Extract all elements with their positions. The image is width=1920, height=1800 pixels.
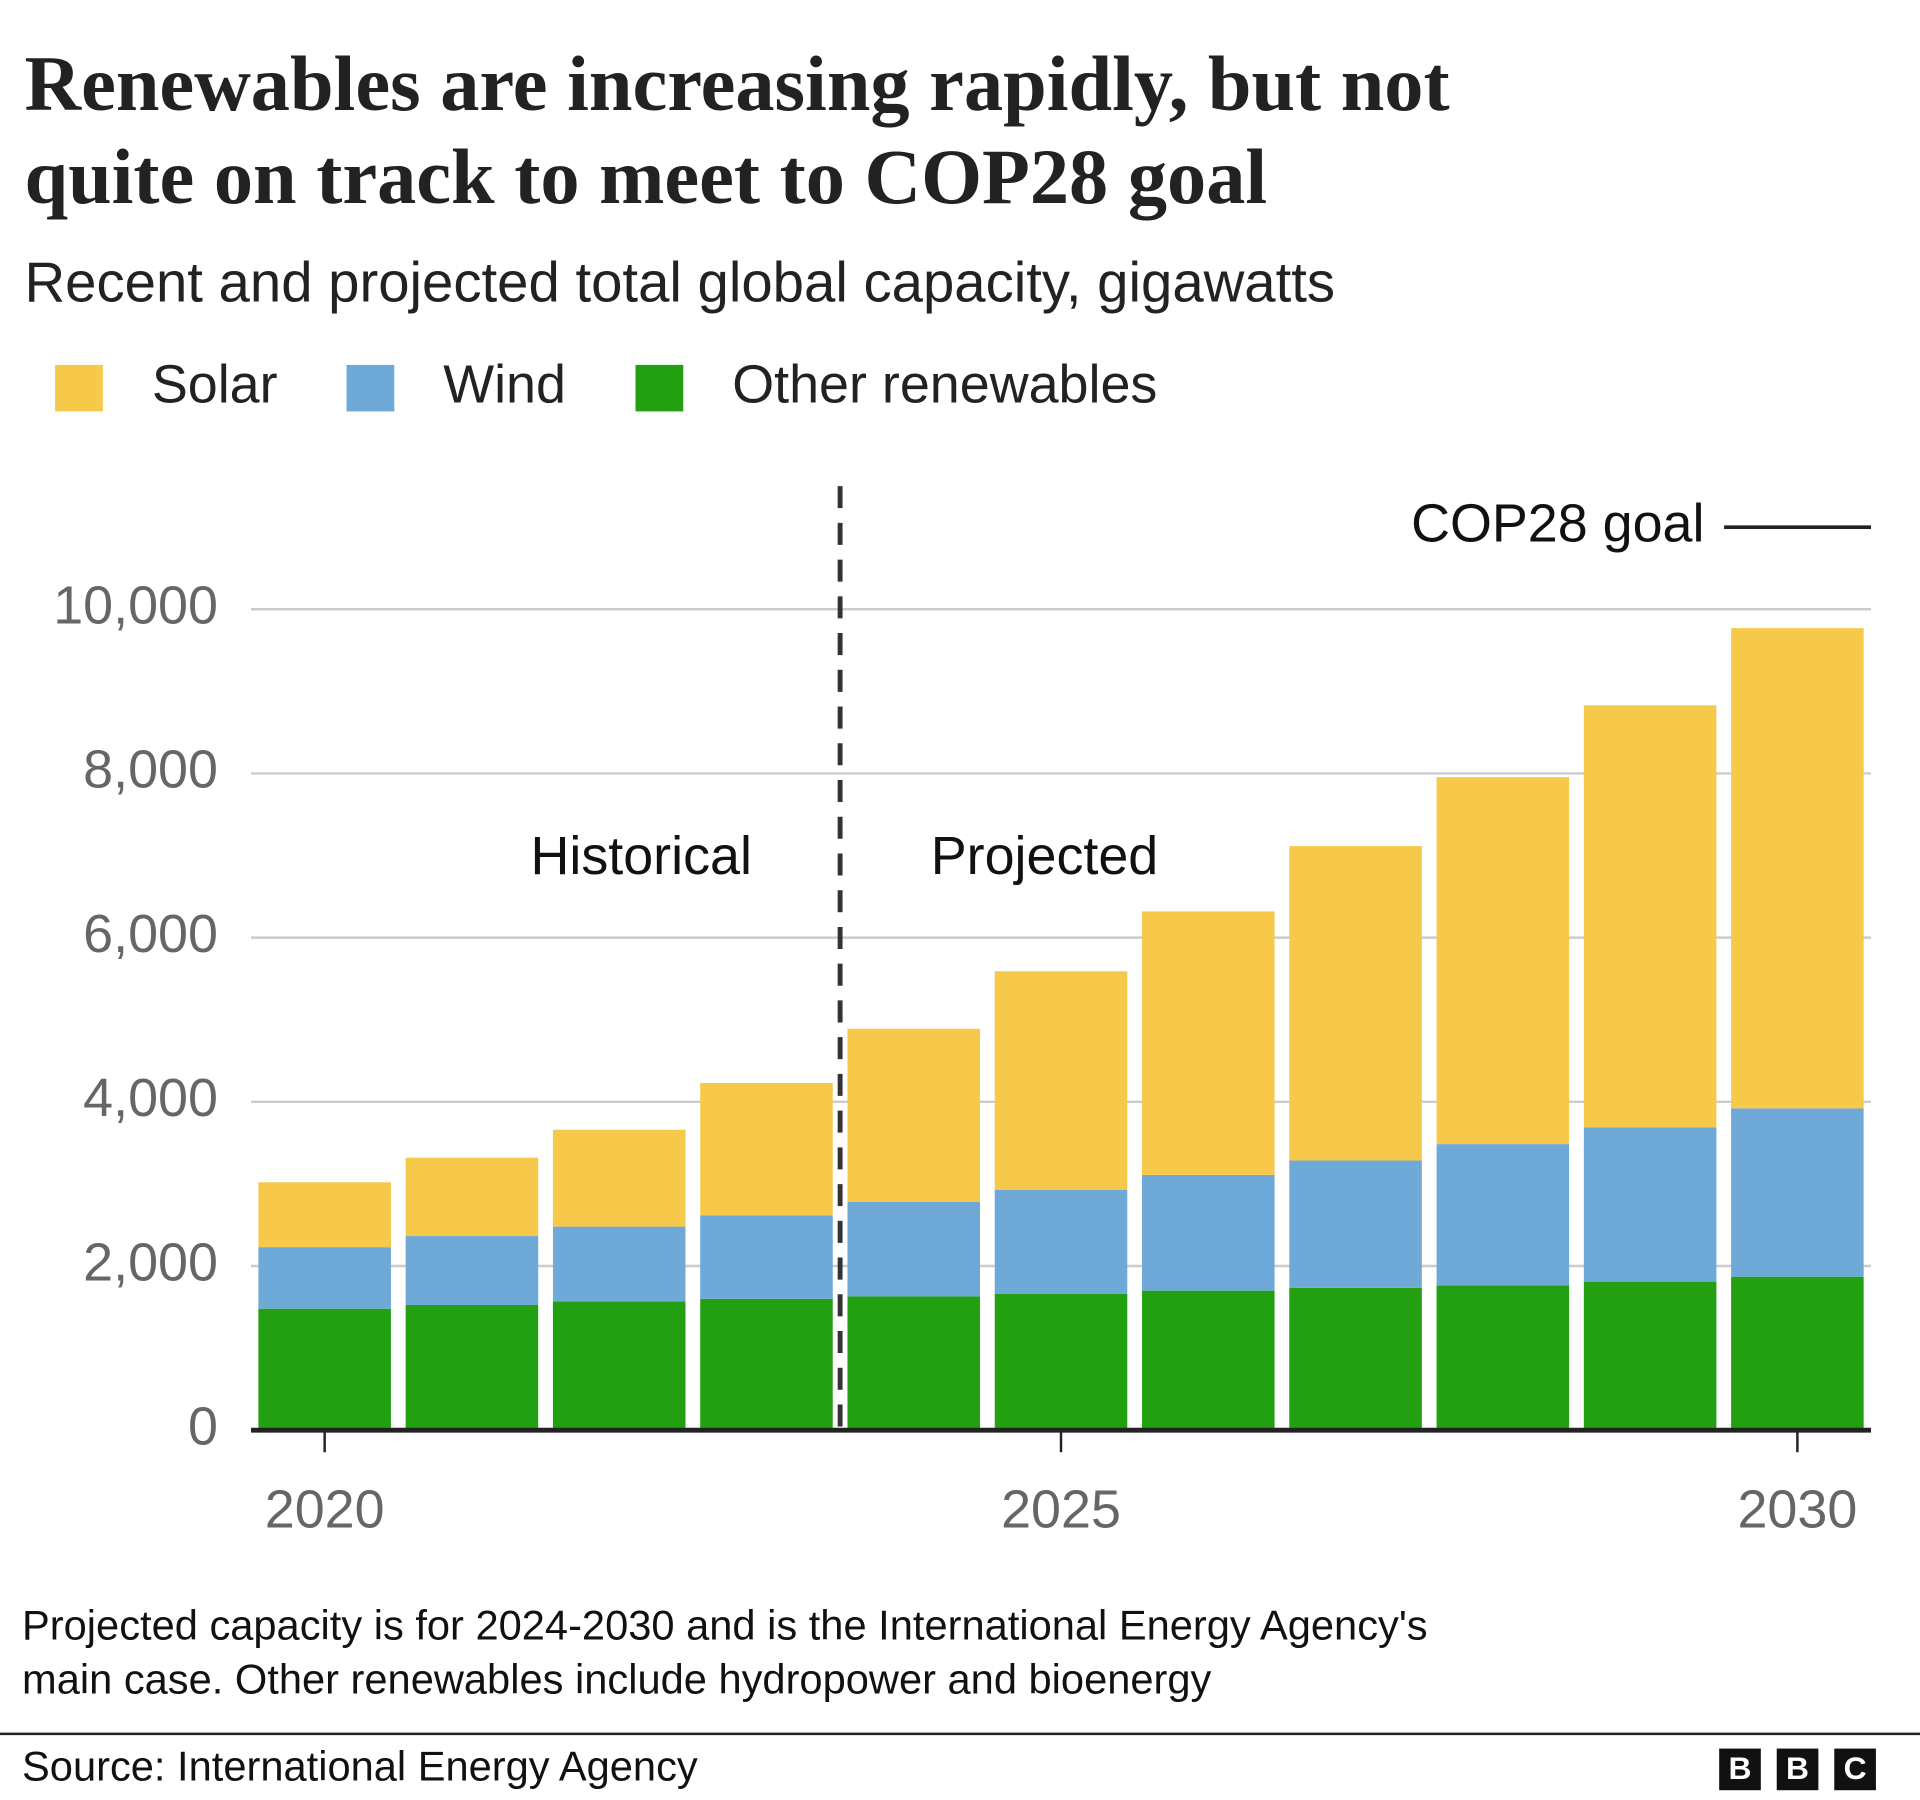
footnote: Projected capacity is for 2024-2030 and …: [22, 1602, 1428, 1649]
logo-box: [1834, 1748, 1876, 1791]
bar-segment: [1289, 1287, 1422, 1431]
bar-segment: [405, 1305, 539, 1431]
logo-letter: B: [1728, 1750, 1751, 1786]
bar-segment: [405, 1236, 539, 1306]
bar-segment: [1142, 1290, 1275, 1431]
bar-segment: [1436, 1285, 1570, 1431]
bar-segment: [552, 1301, 686, 1431]
bar-segment: [1731, 1276, 1864, 1431]
y-tick-label: 10,000: [53, 575, 218, 635]
bar-segment: [847, 1028, 981, 1202]
bar-segment: [552, 1129, 686, 1227]
legend-label: Other renewables: [732, 354, 1157, 414]
bar-segment: [1436, 777, 1570, 1145]
legend-swatch: [55, 364, 103, 412]
x-tick-label: 2030: [1737, 1480, 1857, 1540]
bar-segment: [1583, 705, 1717, 1128]
annotation: Projected: [931, 826, 1159, 886]
bar-segment: [1731, 1108, 1864, 1277]
bar-segment: [847, 1201, 981, 1297]
bar-segment: [1731, 628, 1864, 1109]
legend-label: Solar: [152, 354, 278, 414]
logo-letter: C: [1844, 1750, 1867, 1786]
bar-segment: [258, 1308, 391, 1431]
legend-swatch: [635, 364, 684, 412]
chart-title: quite on track to meet to COP28 goal: [24, 133, 1267, 220]
legend-swatch: [346, 364, 395, 412]
bar-segment: [1289, 1160, 1422, 1288]
bar-segment: [1142, 911, 1275, 1175]
logo-letter: B: [1786, 1750, 1809, 1786]
bar-segment: [994, 1293, 1128, 1431]
chart-title: Renewables are increasing rapidly, but n…: [24, 40, 1449, 127]
bar-segment: [1289, 846, 1422, 1161]
logo-box: [1719, 1748, 1761, 1791]
chart-subtitle: Recent and projected total global capaci…: [24, 250, 1335, 313]
bar-segment: [994, 971, 1128, 1190]
y-tick-label: 2,000: [83, 1232, 218, 1292]
annotation: Historical: [530, 826, 751, 886]
goal-label: COP28 goal: [1411, 493, 1704, 553]
bar-segment: [847, 1296, 981, 1431]
x-tick-label: 2020: [265, 1480, 385, 1540]
y-tick-label: 8,000: [83, 740, 218, 800]
y-tick-label: 0: [188, 1396, 218, 1456]
logo-box: [1776, 1748, 1819, 1791]
legend-label: Wind: [443, 354, 566, 414]
bar-segment: [700, 1298, 833, 1431]
bar-segment: [700, 1215, 833, 1299]
bar-segment: [1436, 1144, 1570, 1286]
y-tick-label: 6,000: [83, 904, 218, 964]
bar-segment: [994, 1189, 1128, 1294]
bar-segment: [258, 1182, 391, 1248]
bar-segment: [1583, 1127, 1717, 1282]
bar-segment: [405, 1157, 539, 1237]
bar-segment: [700, 1082, 833, 1216]
bar-segment: [258, 1247, 391, 1309]
y-tick-label: 4,000: [83, 1068, 218, 1128]
bar-segment: [1583, 1281, 1717, 1431]
bar-segment: [1142, 1174, 1275, 1291]
source: Source: International Energy Agency: [22, 1742, 698, 1789]
footnote: main case. Other renewables include hydr…: [22, 1655, 1212, 1702]
x-tick-label: 2025: [1001, 1480, 1121, 1540]
bar-segment: [552, 1226, 686, 1302]
